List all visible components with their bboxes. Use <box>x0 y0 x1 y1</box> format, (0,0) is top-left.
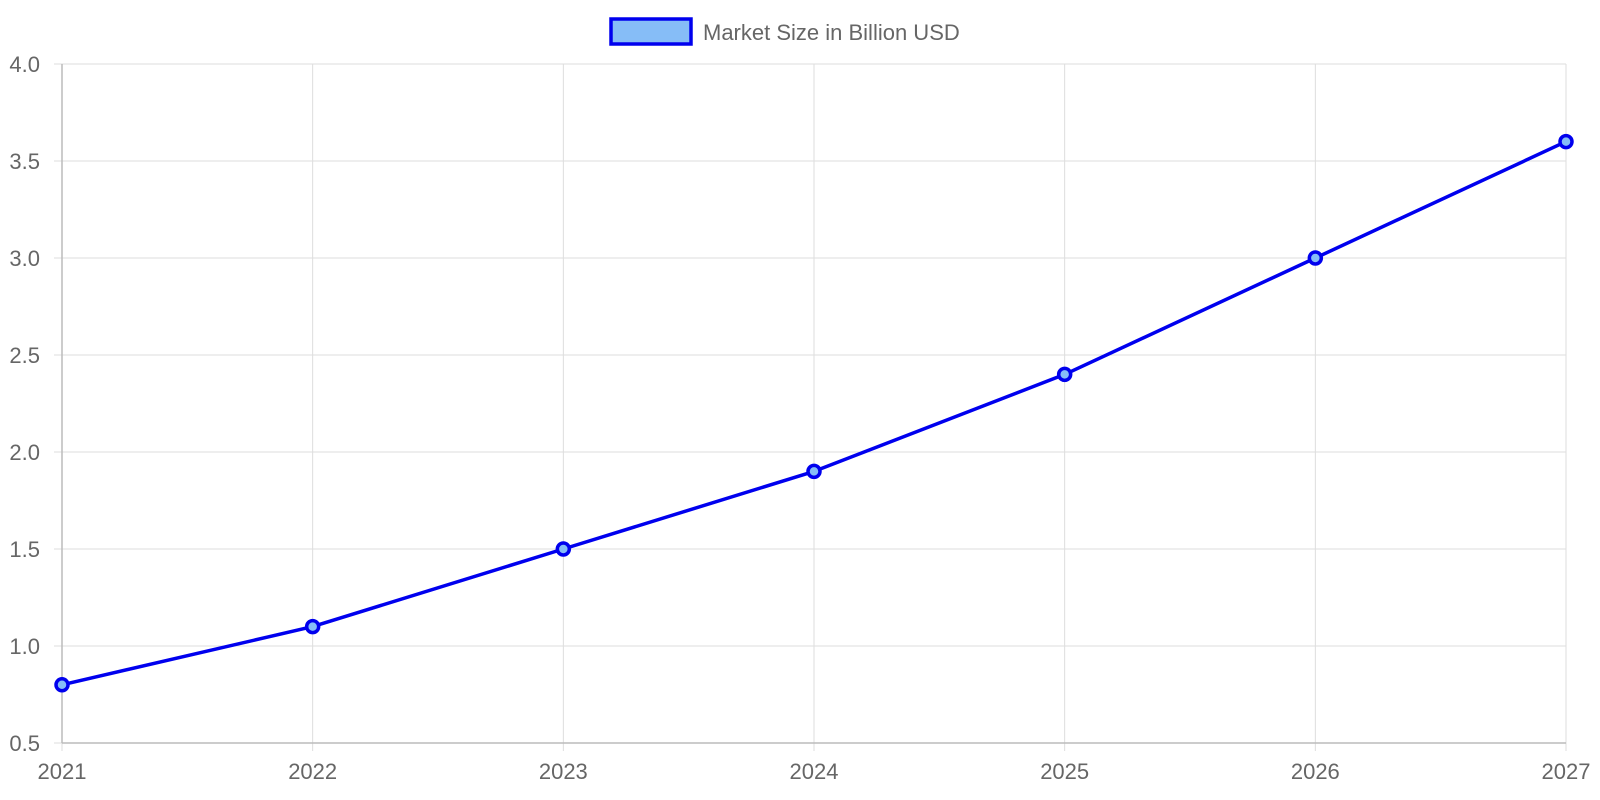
series <box>54 133 1574 693</box>
x-tick-labels: 2021 2022 2023 2024 2025 2026 2027 <box>38 759 1591 784</box>
data-point[interactable] <box>1307 250 1324 266</box>
x-tick-label: 2023 <box>539 759 588 784</box>
y-tick-labels: 0.5 1.0 1.5 2.0 2.5 3.0 3.5 4.0 <box>9 52 40 756</box>
legend[interactable]: Market Size in Billion USD <box>609 17 960 46</box>
data-point[interactable] <box>54 677 70 693</box>
x-tick-label: 2022 <box>288 759 337 784</box>
data-point[interactable] <box>1558 133 1574 150</box>
y-tick-label: 1.0 <box>9 634 40 659</box>
y-tick-label: 3.0 <box>9 246 40 271</box>
y-tick-label: 0.5 <box>9 731 40 756</box>
x-tick-label: 2024 <box>790 759 839 784</box>
data-point[interactable] <box>1056 366 1073 383</box>
grid <box>54 63 1567 751</box>
y-tick-label: 1.5 <box>9 537 40 562</box>
x-tick-label: 2026 <box>1291 759 1340 784</box>
x-tick-label: 2027 <box>1542 759 1591 784</box>
data-point[interactable] <box>806 463 822 480</box>
data-point[interactable] <box>555 541 572 557</box>
x-tick-label: 2021 <box>38 759 87 784</box>
data-point[interactable] <box>304 618 321 635</box>
y-tick-label: 2.0 <box>9 440 40 465</box>
x-tick-label: 2025 <box>1040 759 1089 784</box>
axes <box>61 64 1566 744</box>
legend-swatch[interactable] <box>609 17 693 46</box>
y-tick-label: 3.5 <box>9 149 40 174</box>
y-tick-label: 2.5 <box>9 343 40 368</box>
y-tick-label: 4.0 <box>9 52 40 77</box>
legend-label[interactable]: Market Size in Billion USD <box>703 20 960 45</box>
